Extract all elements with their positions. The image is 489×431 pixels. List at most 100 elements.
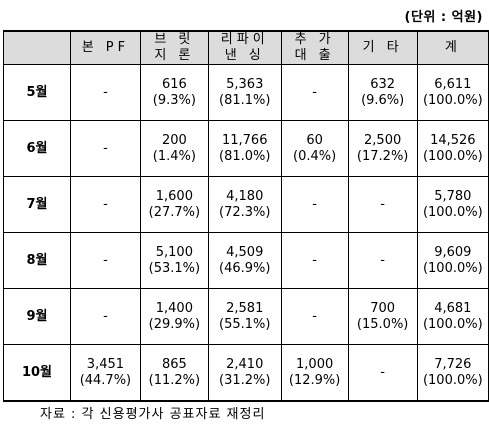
cell-percent: (100.0%) (422, 92, 483, 108)
cell-main-pf: - (69, 288, 141, 345)
cell-value: - (312, 252, 317, 268)
cell-percent: (100.0%) (422, 372, 483, 388)
cell-value: - (103, 252, 108, 268)
cell-bridge-loan: 1,600 (27.7%) (139, 176, 209, 233)
cell-percent: (100.0%) (422, 148, 483, 164)
header-line: 리파이 (220, 32, 269, 47)
cell-other: 2,500 (17.2%) (347, 120, 418, 177)
cell-refinancing: 4,509 (46.9%) (207, 232, 282, 289)
cell-value: - (380, 364, 385, 380)
header-line: 추 가 (294, 32, 335, 47)
cell-percent: (100.0%) (422, 204, 483, 220)
month-cell: 6월 (3, 120, 71, 177)
cell-total: 6,611 (100.0%) (416, 64, 489, 121)
cell-value: 865 (161, 356, 187, 372)
cell-value: 5,363 (226, 76, 264, 92)
cell-percent: (1.4%) (152, 148, 196, 164)
cell-refinancing: 4,180 (72.3%) (207, 176, 282, 233)
cell-bridge-loan: 5,100 (53.1%) (139, 232, 209, 289)
cell-refinancing: 5,363 (81.1%) (207, 64, 282, 121)
cell-other: - (347, 176, 418, 233)
cell-percent: (9.3%) (152, 92, 196, 108)
cell-value: 616 (161, 76, 187, 92)
header-cell-blank (3, 30, 71, 65)
cell-main-pf: - (69, 64, 141, 121)
cell-total: 4,681 (100.0%) (416, 288, 489, 345)
month-cell: 10월 (3, 344, 71, 402)
cell-percent: (100.0%) (422, 316, 483, 332)
cell-value: 2,581 (226, 300, 264, 316)
cell-main-pf: - (69, 176, 141, 233)
table-row: 9월 -1,400 (29.9%) 2,581 (55.1%) -700 (15.0%) 4,… (3, 288, 489, 345)
table-row: 10월 3,451 (44.7%) 865 (11.2%) 2,410 (31.2%) 1,0… (3, 344, 489, 402)
cell-value: - (103, 140, 108, 156)
cell-percent: (72.3%) (219, 204, 271, 220)
header-line: 낸 싱 (224, 48, 265, 63)
cell-value: 4,681 (434, 300, 472, 316)
cell-value: 200 (161, 132, 187, 148)
table-row: 5월 -616 (9.3%) 5,363 (81.1%) -632 (9.6%) 6,611(… (3, 64, 489, 121)
header-cell-total: 계 (416, 30, 489, 65)
table-row: 8월 -5,100 (53.1%) 4,509 (46.9%) - -9,609 (100.0… (3, 232, 489, 289)
table-row: 6월 -200 (1.4%) 11,766 (81.0%) 60 (0.4%) 2,500 (1… (3, 120, 489, 177)
cell-main-pf: - (69, 232, 141, 289)
cell-total: 9,609 (100.0%) (416, 232, 489, 289)
cell-value: - (380, 196, 385, 212)
cell-bridge-loan: 616 (9.3%) (139, 64, 209, 121)
cell-percent: (0.4%) (293, 148, 337, 164)
cell-value: 6,611 (434, 76, 472, 92)
cell-bridge-loan: 865 (11.2%) (139, 344, 209, 402)
cell-value: 5,100 (155, 244, 193, 260)
unit-note: (단위 : 억원) (404, 10, 483, 25)
source-note: 자료 : 각 신용평가사 공표자료 재정리 (40, 407, 266, 422)
cell-value: 4,180 (226, 188, 264, 204)
cell-additional-loan: - (280, 288, 349, 345)
cell-value: 9,609 (434, 244, 472, 260)
table-row: 7월 -1,600 (27.7%) 4,180 (72.3%) - -5,780 (100.0… (3, 176, 489, 233)
cell-other: 700 (15.0%) (347, 288, 418, 345)
cell-value: 1,600 (155, 188, 193, 204)
cell-other: - (347, 344, 418, 402)
cell-additional-loan: - (280, 232, 349, 289)
header-cell-other: 기 타 (347, 30, 418, 65)
cell-additional-loan: 60 (0.4%) (280, 120, 349, 177)
month-cell: 9월 (3, 288, 71, 345)
cell-total: 5,780 (100.0%) (416, 176, 489, 233)
cell-value: - (312, 308, 317, 324)
cell-additional-loan: 1,000 (12.9%) (280, 344, 349, 402)
cell-value: 1,400 (155, 300, 193, 316)
cell-value: 1,000 (296, 356, 334, 372)
cell-value: 2,500 (364, 132, 402, 148)
cell-bridge-loan: 200 (1.4%) (139, 120, 209, 177)
cell-percent: (81.0%) (219, 148, 271, 164)
cell-other: - (347, 232, 418, 289)
cell-value: 4,509 (226, 244, 264, 260)
header-cell-refinancing: 리파이 낸 싱 (207, 30, 282, 65)
cell-refinancing: 2,581 (55.1%) (207, 288, 282, 345)
header-line: 대 출 (294, 48, 335, 63)
month-cell: 8월 (3, 232, 71, 289)
cell-percent: (17.2%) (356, 148, 409, 164)
cell-percent: (53.1%) (148, 260, 201, 276)
cell-value: 3,451 (86, 356, 125, 372)
cell-percent: (27.7%) (148, 204, 201, 220)
cell-value: - (103, 84, 108, 100)
cell-value: 11,766 (221, 132, 268, 148)
cell-value: 7,726 (434, 356, 472, 372)
month-cell: 7월 (3, 176, 71, 233)
header-cell-main-pf: 본 PF (69, 30, 141, 65)
cell-refinancing: 2,410 (31.2%) (207, 344, 282, 402)
cell-value: 5,780 (434, 188, 472, 204)
cell-percent: (55.1%) (219, 316, 271, 332)
cell-percent: (29.9%) (148, 316, 201, 332)
cell-main-pf: 3,451 (44.7%) (69, 344, 141, 402)
cell-percent: (31.2%) (219, 372, 271, 388)
cell-percent: (15.0%) (356, 316, 409, 332)
cell-total: 7,726 (100.0%) (416, 344, 489, 402)
cell-percent: (12.9%) (288, 372, 341, 388)
cell-bridge-loan: 1,400 (29.9%) (139, 288, 209, 345)
